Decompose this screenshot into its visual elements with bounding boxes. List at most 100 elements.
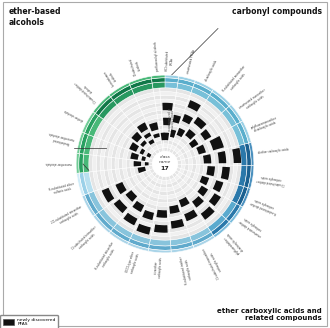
Wedge shape — [170, 130, 176, 138]
Wedge shape — [192, 196, 204, 208]
Wedge shape — [239, 144, 247, 165]
Wedge shape — [96, 95, 234, 233]
Wedge shape — [140, 140, 147, 147]
Wedge shape — [109, 83, 130, 97]
Wedge shape — [213, 222, 231, 238]
Wedge shape — [210, 136, 224, 150]
Wedge shape — [126, 125, 204, 203]
Wedge shape — [179, 76, 195, 83]
Wedge shape — [221, 167, 230, 180]
Text: carbonyl compounds: carbonyl compounds — [232, 8, 322, 16]
Wedge shape — [92, 92, 238, 236]
Wedge shape — [93, 95, 111, 113]
Wedge shape — [163, 118, 171, 126]
Text: monoether alcohols: monoether alcohols — [46, 161, 72, 165]
Wedge shape — [179, 197, 190, 207]
Wedge shape — [232, 148, 241, 163]
Wedge shape — [129, 238, 149, 249]
Wedge shape — [199, 176, 209, 185]
Wedge shape — [130, 129, 200, 199]
Text: class
name: class name — [159, 155, 171, 164]
Wedge shape — [241, 121, 251, 143]
Wedge shape — [149, 122, 158, 132]
Text: diether carboxylic acids: diether carboxylic acids — [257, 148, 289, 155]
Wedge shape — [136, 224, 151, 235]
Text: H-substituted
monoether alcohols: H-substituted monoether alcohols — [48, 131, 76, 146]
FancyBboxPatch shape — [3, 2, 327, 326]
Text: # perfluorinated: # perfluorinated — [166, 108, 170, 131]
Wedge shape — [171, 246, 194, 253]
Wedge shape — [208, 215, 226, 232]
Text: Cl-substituted tetraether
carboxylic acids: Cl-substituted tetraether carboxylic aci… — [71, 225, 100, 254]
Wedge shape — [93, 215, 111, 233]
Wedge shape — [127, 242, 148, 251]
Wedge shape — [178, 79, 194, 87]
Wedge shape — [206, 166, 215, 176]
Wedge shape — [134, 133, 196, 195]
Wedge shape — [148, 249, 171, 253]
Wedge shape — [140, 149, 145, 155]
Wedge shape — [137, 136, 193, 192]
Wedge shape — [141, 156, 146, 161]
Text: H-substituted tetraether
carboxylic acids: H-substituted tetraether carboxylic acid… — [95, 241, 119, 273]
Wedge shape — [79, 173, 88, 195]
Wedge shape — [142, 210, 154, 220]
Wedge shape — [80, 133, 88, 154]
Wedge shape — [229, 206, 243, 223]
Wedge shape — [194, 80, 214, 92]
Text: H-substituted monoether
carboxylic acids: H-substituted monoether carboxylic acids — [222, 65, 250, 96]
Wedge shape — [212, 90, 231, 106]
Wedge shape — [184, 210, 198, 221]
Wedge shape — [147, 153, 151, 158]
Wedge shape — [173, 115, 181, 124]
Wedge shape — [122, 121, 208, 207]
Wedge shape — [83, 134, 94, 155]
Wedge shape — [88, 191, 103, 212]
Wedge shape — [125, 190, 137, 202]
Wedge shape — [77, 173, 84, 196]
Wedge shape — [237, 187, 248, 206]
Text: ether carboxylic acids and
related compounds: ether carboxylic acids and related compo… — [217, 308, 322, 320]
Wedge shape — [197, 186, 208, 196]
Wedge shape — [82, 195, 95, 216]
Wedge shape — [177, 128, 185, 137]
Wedge shape — [145, 162, 148, 166]
Wedge shape — [238, 165, 247, 187]
Wedge shape — [177, 83, 193, 92]
Text: H-substituted diether
carboxylic acids: H-substituted diether carboxylic acids — [249, 196, 279, 215]
Wedge shape — [232, 124, 245, 146]
Wedge shape — [151, 75, 165, 79]
Text: ether-based
alcohols: ether-based alcohols — [8, 8, 61, 27]
Wedge shape — [148, 148, 182, 180]
Wedge shape — [95, 212, 114, 231]
Wedge shape — [229, 105, 243, 122]
Text: carbon atoms: carbon atoms — [169, 110, 173, 129]
Wedge shape — [132, 83, 153, 94]
Wedge shape — [115, 182, 127, 194]
Wedge shape — [89, 88, 241, 240]
Wedge shape — [83, 154, 89, 173]
Wedge shape — [171, 219, 184, 229]
Wedge shape — [130, 233, 150, 244]
Wedge shape — [209, 193, 221, 206]
Wedge shape — [191, 87, 210, 100]
Wedge shape — [123, 213, 138, 225]
Wedge shape — [226, 204, 241, 222]
Wedge shape — [196, 145, 206, 154]
Circle shape — [152, 151, 178, 177]
Wedge shape — [211, 219, 229, 236]
Wedge shape — [161, 133, 165, 140]
Legend: newly discovered
PFAS: newly discovered PFAS — [0, 315, 58, 328]
Wedge shape — [77, 132, 84, 154]
Text: H-substituted ether
sulfonic acids: H-substituted ether sulfonic acids — [48, 182, 76, 196]
Wedge shape — [100, 99, 230, 229]
Text: 2Cl-substituted tetraether
carboxylic acids: 2Cl-substituted tetraether carboxylic ac… — [51, 205, 85, 229]
Wedge shape — [108, 107, 222, 221]
Wedge shape — [144, 133, 151, 139]
Text: Cl-substituted diether
alcohols: Cl-substituted diether alcohols — [74, 77, 100, 103]
Text: Cl-substituted diether
carboxylic acids: Cl-substituted diether carboxylic acids — [256, 174, 286, 186]
Wedge shape — [203, 154, 211, 163]
Wedge shape — [88, 116, 103, 137]
Wedge shape — [241, 188, 250, 207]
Wedge shape — [185, 129, 196, 140]
